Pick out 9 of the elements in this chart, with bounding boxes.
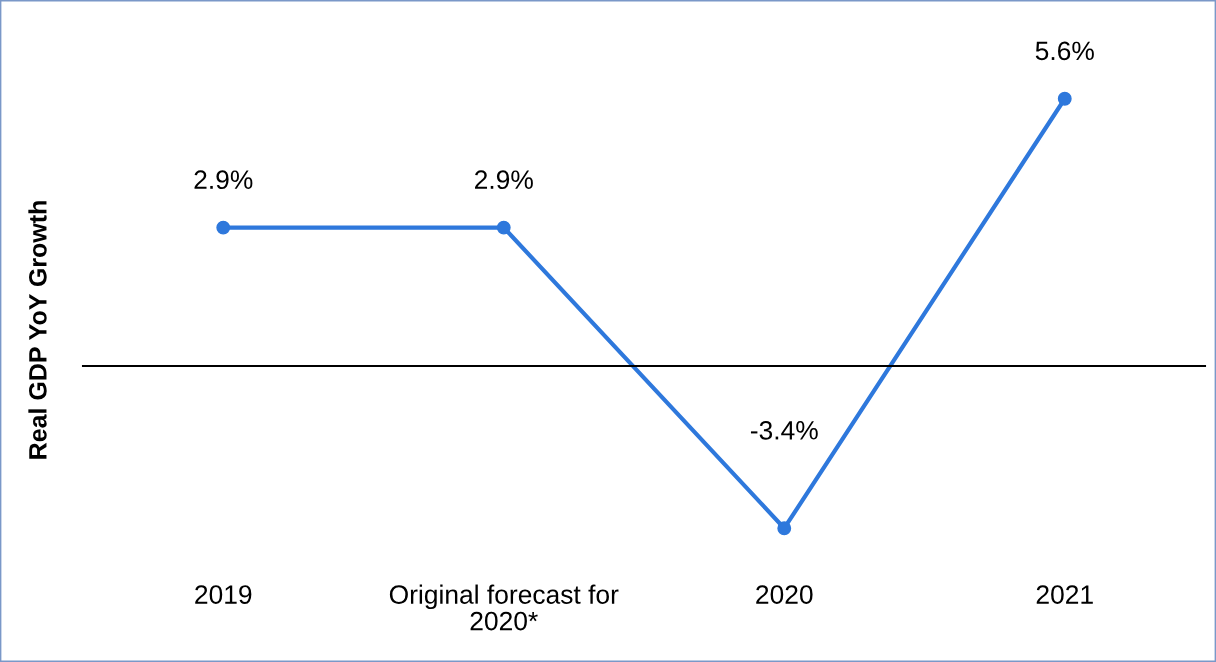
x-tick-label: 2021 — [1036, 585, 1093, 604]
data-label: 5.6% — [1035, 41, 1094, 61]
data-label: 2.9% — [194, 170, 253, 190]
data-label: 2.9% — [475, 170, 533, 190]
y-axis-title: Real GDP YoY Growth — [28, 201, 47, 459]
data-label: -3.4% — [750, 420, 818, 440]
x-tick-label: Original forecast for 2020* — [389, 584, 619, 631]
x-tick-label: 2020 — [756, 585, 813, 604]
x-tick-label: 2019 — [195, 585, 252, 604]
